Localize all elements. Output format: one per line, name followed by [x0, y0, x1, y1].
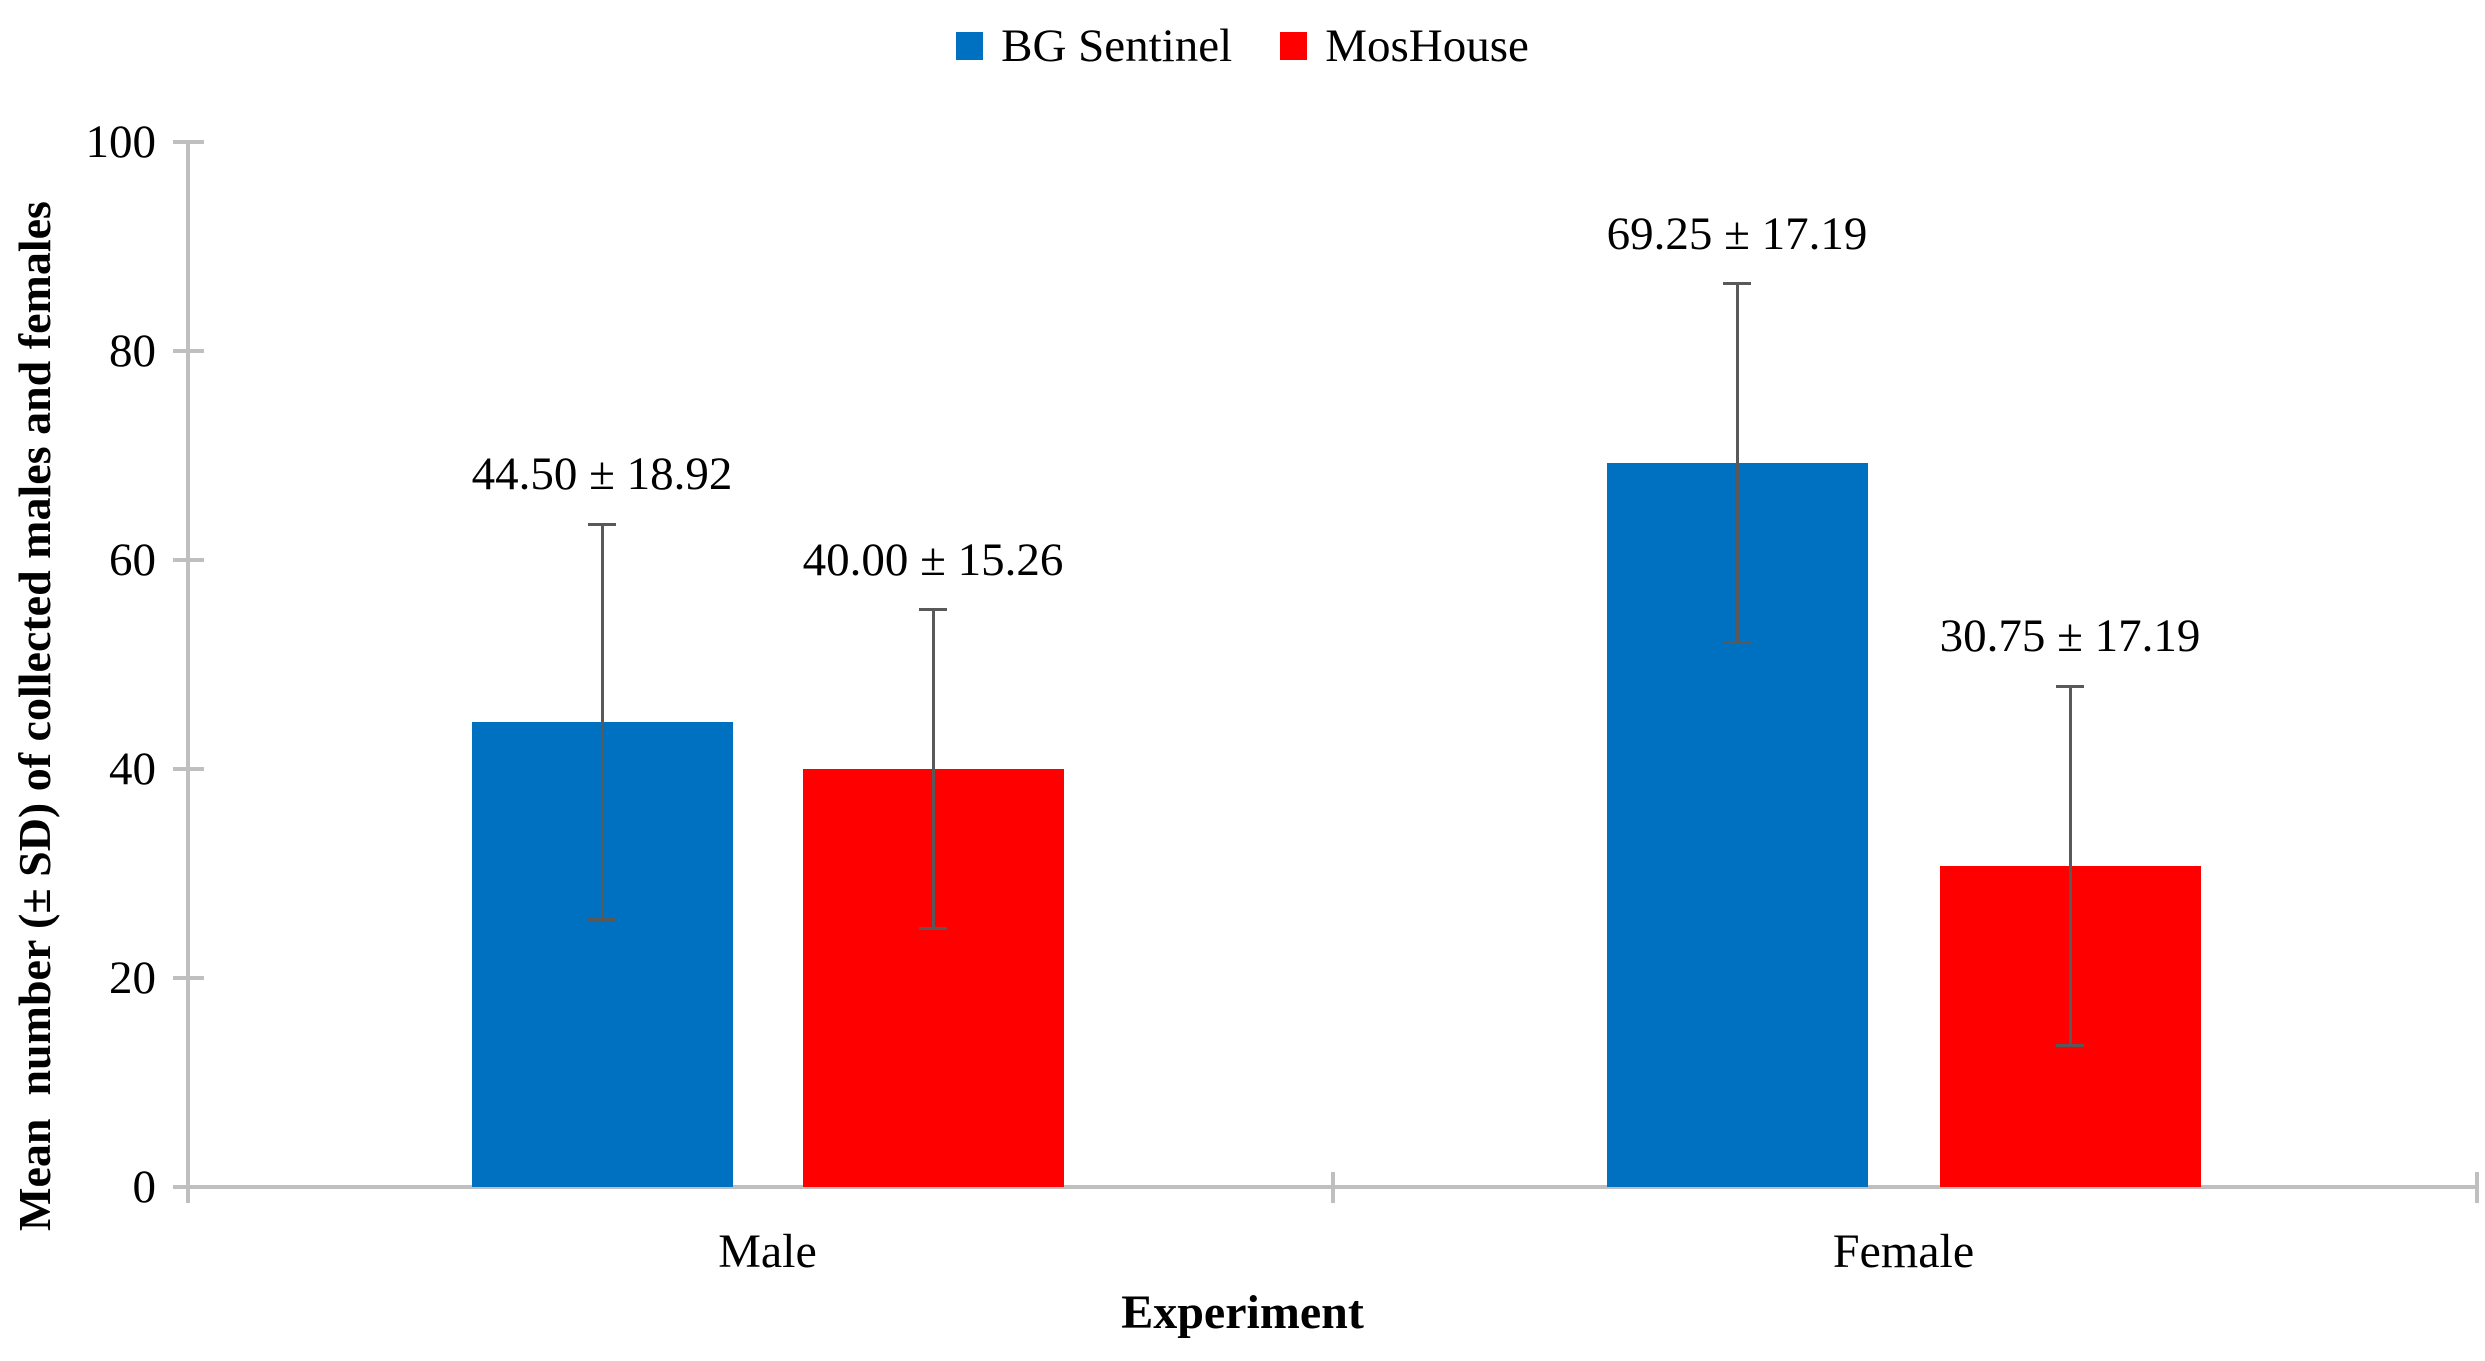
error-bar-cap-top	[588, 522, 616, 526]
error-bar-line	[600, 524, 604, 920]
error-bar-line	[931, 609, 935, 929]
legend-label-bg-sentinel: BG Sentinel	[1001, 20, 1233, 72]
error-bar-cap-bottom	[2056, 1043, 2084, 1047]
error-bar-cap-top	[919, 608, 947, 612]
error-bar-cap-top	[1723, 282, 1751, 286]
legend-item-bg-sentinel: BG Sentinel	[956, 16, 1232, 76]
data-label: 44.50 ± 18.92	[471, 448, 733, 501]
error-bar-cap-bottom	[588, 918, 616, 922]
error-bar-cap-bottom	[919, 926, 947, 930]
y-axis-tick	[173, 976, 204, 980]
data-label: 30.75 ± 17.19	[1939, 610, 2201, 663]
y-axis-tick-label: 20	[109, 952, 156, 1004]
category-label-female: Female	[1832, 1225, 1975, 1278]
x-axis-title: Experiment	[1121, 1286, 1364, 1339]
legend-swatch-moshouse	[1280, 32, 1308, 60]
error-bar-cap-top	[2056, 684, 2084, 688]
x-axis-tick	[1330, 1172, 1335, 1203]
y-axis-tick-label: 60	[109, 534, 156, 586]
legend: BG Sentinel MosHouse	[0, 16, 2485, 76]
legend-label-moshouse: MosHouse	[1325, 20, 1529, 72]
legend-swatch-bg-sentinel	[956, 32, 984, 60]
y-axis-tick	[173, 140, 204, 144]
x-axis-tick	[186, 1172, 190, 1203]
y-axis-tick-label: 80	[109, 325, 156, 377]
error-bar-line	[1735, 283, 1739, 643]
error-bar-cap-bottom	[1723, 641, 1751, 645]
y-axis-tick	[173, 767, 204, 771]
category-label-male: Male	[718, 1225, 817, 1278]
x-axis-tick	[2475, 1172, 2479, 1203]
y-axis-title: Mean number (± SD) of collected males an…	[9, 201, 60, 1231]
legend-item-moshouse: MosHouse	[1280, 16, 1529, 76]
data-label: 40.00 ± 15.26	[802, 533, 1064, 586]
y-axis-line	[186, 142, 190, 1203]
y-axis-tick-label: 100	[85, 116, 157, 168]
data-label: 69.25 ± 17.19	[1606, 207, 1868, 260]
y-axis-tick	[173, 349, 204, 353]
x-axis-line	[173, 1185, 2477, 1189]
y-axis-tick	[173, 558, 204, 562]
y-axis-tick-label: 40	[109, 743, 156, 795]
error-bar-line	[2068, 686, 2072, 1046]
y-axis-tick-label: 0	[132, 1161, 157, 1213]
